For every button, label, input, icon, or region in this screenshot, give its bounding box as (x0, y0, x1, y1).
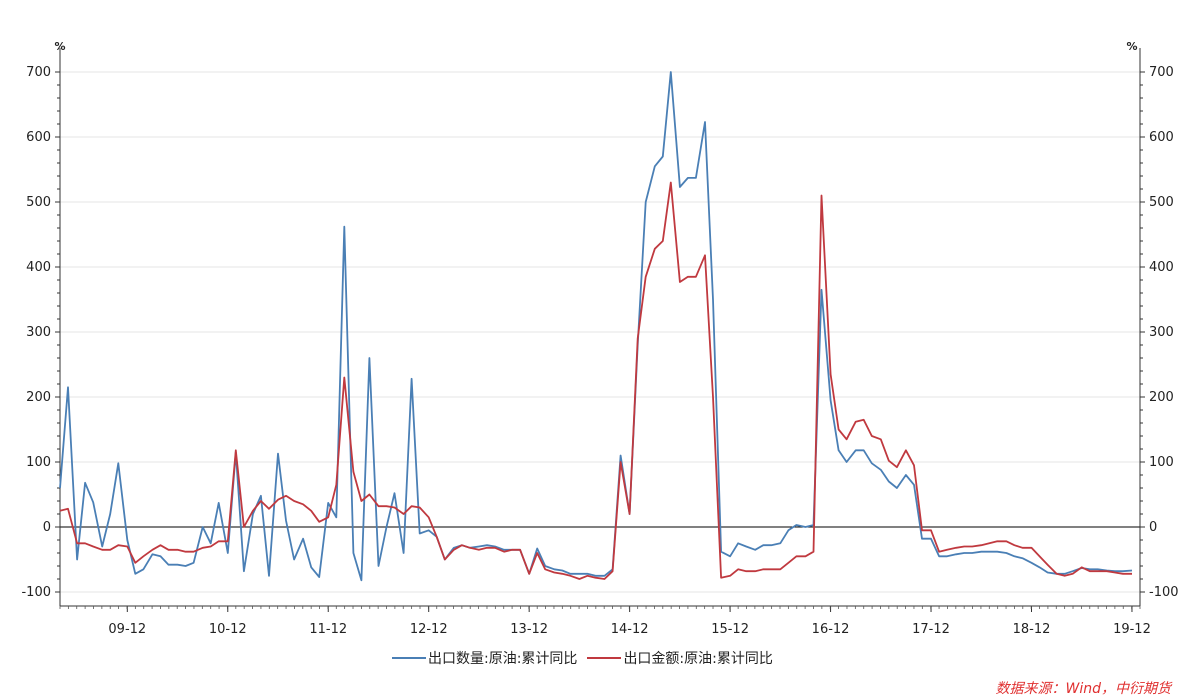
right-y-tick-label: 600 (1149, 130, 1174, 145)
x-tick-label: 12-12 (410, 622, 448, 637)
right-y-tick-label: 300 (1149, 325, 1174, 340)
legend-item-quantity: 出口数量:原油:累计同比 (392, 648, 577, 668)
left-y-axis-ticks: -100 0 100 200 300 400 500 600 700 (21, 65, 60, 600)
right-y-tick-label: 0 (1149, 520, 1157, 535)
left-y-tick-label: 700 (26, 65, 51, 80)
right-y-tick-label: 200 (1149, 390, 1174, 405)
left-y-tick-label: 600 (26, 130, 51, 145)
x-tick-label: 13-12 (510, 622, 548, 637)
right-y-tick-label: -100 (1149, 585, 1179, 600)
x-tick-label: 19-12 (1113, 622, 1151, 637)
x-tick-label: 11-12 (309, 622, 347, 637)
x-tick-label: 15-12 (711, 622, 749, 637)
x-tick-label: 18-12 (1013, 622, 1051, 637)
right-y-unit-label: % (1126, 40, 1137, 53)
legend-label-value: 出口金额:原油:累计同比 (623, 651, 773, 667)
legend-item-value: 出口金额:原油:累计同比 (587, 648, 773, 668)
right-y-tick-label: 500 (1149, 195, 1174, 210)
left-y-tick-label: -100 (21, 585, 51, 600)
x-tick-label: 10-12 (209, 622, 247, 637)
right-y-tick-label: 700 (1149, 65, 1174, 80)
left-y-unit-label: % (54, 40, 65, 53)
series-line-1 (59, 71, 1133, 582)
legend-swatch-red (587, 657, 622, 659)
right-y-tick-label: 100 (1149, 455, 1174, 470)
axes (59, 48, 1141, 607)
line-chart: -100 0 100 200 300 400 500 600 700 -100 0 100 200 30… (21, 40, 1179, 637)
data-source-note: 数据来源：Wind，中衍期货 (995, 681, 1172, 697)
left-y-tick-label: 100 (26, 455, 51, 470)
legend-swatch-blue (392, 657, 426, 659)
x-tick-label: 14-12 (611, 622, 649, 637)
right-y-axis-ticks: -100 0 100 200 300 400 500 600 700 (1140, 65, 1179, 600)
right-y-tick-label: 400 (1149, 260, 1174, 275)
left-y-tick-label: 500 (26, 195, 51, 210)
left-y-tick-label: 200 (26, 390, 51, 405)
legend-label-quantity: 出口数量:原油:累计同比 (428, 651, 578, 667)
x-tick-label: 17-12 (912, 622, 950, 637)
left-y-tick-label: 400 (26, 260, 51, 275)
gridlines (60, 71, 1140, 593)
series-line-2 (59, 181, 1132, 580)
legend: 出口数量:原油:累计同比 出口金额:原油:累计同比 (392, 648, 783, 668)
left-y-tick-label: 0 (43, 520, 51, 535)
x-tick-label: 16-12 (812, 622, 850, 637)
x-tick-label: 09-12 (108, 622, 146, 637)
series-lines (59, 71, 1133, 582)
left-y-tick-label: 300 (26, 325, 51, 340)
x-axis-ticks: 09-12 10-12 11-12 12-12 13-12 14-12 15-12 16-12… (59, 606, 1151, 637)
